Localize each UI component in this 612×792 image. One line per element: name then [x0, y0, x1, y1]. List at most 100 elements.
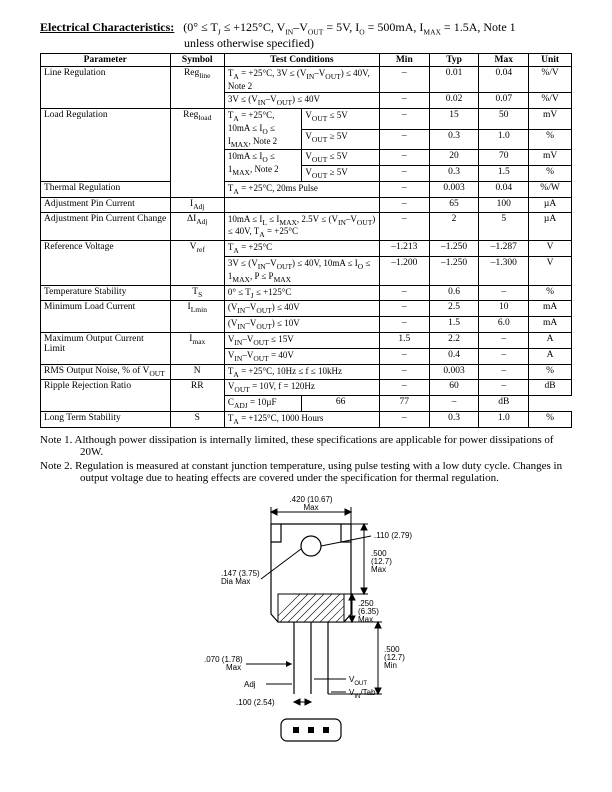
- cell-unit: mA: [529, 317, 572, 333]
- cell-max: –: [479, 333, 529, 349]
- cell-min: –: [379, 212, 429, 241]
- col-symbol: Symbol: [170, 54, 224, 67]
- cell-cond: 10mA ≤ IO ≤ 1MAX, Note 2: [224, 150, 302, 182]
- table-row: Load RegulationRegloadTA = +25°C, 10mA ≤…: [41, 108, 572, 129]
- cell-max: –1.300: [479, 257, 529, 286]
- cell-param: Long Term Stability: [41, 412, 171, 428]
- cell-unit: A: [529, 348, 572, 364]
- table-row: Long Term StabilitySTA = +125°C, 1000 Ho…: [41, 412, 572, 428]
- cell-max: –: [429, 396, 479, 412]
- cell-symbol: Regload: [170, 108, 224, 197]
- cell-typ: 2: [429, 212, 479, 241]
- cell-max: –1.287: [479, 241, 529, 257]
- cell-typ: 65: [429, 197, 479, 212]
- cell-symbol: IAdj: [170, 197, 224, 212]
- cell-unit: µA: [529, 212, 572, 241]
- cell-typ: 0.003: [429, 181, 479, 197]
- cell-cond: (VIN–VOUT) ≤ 40V: [224, 301, 379, 317]
- svg-text:Min: Min: [384, 661, 397, 670]
- cell-unit: mV: [529, 108, 572, 129]
- cell-max: 0.04: [479, 67, 529, 93]
- table-header-row: Parameter Symbol Test Conditions Min Typ…: [41, 54, 572, 67]
- cell-typ: 0.6: [429, 285, 479, 301]
- svg-text:Max: Max: [358, 615, 373, 624]
- cell-min: –: [379, 181, 429, 197]
- cell-max: –: [479, 364, 529, 380]
- cell-cond: VIN–VOUT ≤ 15V: [224, 333, 379, 349]
- table-row: Reference VoltageVrefTA = +25°C–1.213–1.…: [41, 241, 572, 257]
- table-row: Ripple Rejection RatioRRVOUT = 10V, f = …: [41, 380, 572, 396]
- cell-typ: 2.2: [429, 333, 479, 349]
- dim-hole: .110 (2.79): [374, 531, 412, 540]
- cell-min: –: [379, 67, 429, 93]
- cell-max: 1.0: [479, 129, 529, 150]
- cell-typ: 77: [379, 396, 429, 412]
- cell-symbol: TS: [170, 285, 224, 301]
- cell-max: 100: [479, 197, 529, 212]
- cell-typ: 60: [429, 380, 479, 396]
- cell-min: –: [379, 93, 429, 109]
- cell-unit: A: [529, 333, 572, 349]
- cell-min: –: [379, 108, 429, 129]
- cell-max: 5: [479, 212, 529, 241]
- cell-typ: 0.3: [429, 129, 479, 150]
- cell-min: 1.5: [379, 333, 429, 349]
- pin-adj: Adj: [244, 680, 256, 689]
- cell-cond: 3V ≤ (VIN–VOUT) ≤ 40V: [224, 93, 379, 109]
- cell-min: –: [379, 285, 429, 301]
- cell-min: –1.213: [379, 241, 429, 257]
- cell-unit: mA: [529, 301, 572, 317]
- cell-min: –: [379, 380, 429, 396]
- cell-unit: dB: [479, 396, 529, 412]
- cell-unit: %/V: [529, 67, 572, 93]
- cell-param: Line Regulation: [41, 67, 171, 109]
- pin-vin: VIN/Tab: [349, 688, 376, 700]
- cell-unit: %: [529, 364, 572, 380]
- cell-param: Temperature Stability: [41, 285, 171, 301]
- cell-max: 70: [479, 150, 529, 166]
- cell-unit: %: [529, 412, 572, 428]
- cell-subcond: VOUT ≥ 5V: [302, 129, 380, 150]
- cell-max: 1.5: [479, 166, 529, 182]
- cell-max: 0.07: [479, 93, 529, 109]
- col-unit: Unit: [529, 54, 572, 67]
- cell-symbol: Regline: [170, 67, 224, 109]
- cell-min: –: [379, 166, 429, 182]
- cell-typ: 0.4: [429, 348, 479, 364]
- cell-unit: %: [529, 285, 572, 301]
- notes: Note 1. Although power dissipation is in…: [40, 434, 572, 484]
- cell-subcond: VOUT ≥ 5V: [302, 166, 380, 182]
- cell-unit: V: [529, 257, 572, 286]
- cell-subcond: CADJ = 10µF: [224, 396, 302, 412]
- cell-max: –: [479, 348, 529, 364]
- cell-min: –: [379, 129, 429, 150]
- cell-min: –: [379, 317, 429, 333]
- svg-text:Max: Max: [303, 503, 318, 512]
- note-1: Note 1. Although power dissipation is in…: [80, 434, 572, 458]
- cell-unit: dB: [529, 380, 572, 396]
- cell-cond: TA = +25°C, 10Hz ≤ f ≤ 10kHz: [224, 364, 379, 380]
- cell-typ: 0.3: [429, 166, 479, 182]
- header-label: Electrical Characteristics:: [40, 20, 174, 34]
- cell-unit: mV: [529, 150, 572, 166]
- cell-min: –: [379, 364, 429, 380]
- cell-cond: 3V ≤ (VIN–VOUT) ≤ 40V, 10mA ≤ IO ≤ 1MAX,…: [224, 257, 379, 286]
- cell-typ: –1.250: [429, 241, 479, 257]
- cell-min: –: [379, 150, 429, 166]
- cell-max: 50: [479, 108, 529, 129]
- cell-min: –: [379, 348, 429, 364]
- svg-text:Max: Max: [226, 663, 241, 672]
- cell-unit: %/W: [529, 181, 572, 197]
- cell-typ: –1.250: [429, 257, 479, 286]
- header: Electrical Characteristics: (0° ≤ TJ ≤ +…: [40, 20, 572, 51]
- table-row: RMS Output Noise, % of VOUTNTA = +25°C, …: [41, 364, 572, 380]
- cell-max: 1.0: [479, 412, 529, 428]
- cell-typ: 0.02: [429, 93, 479, 109]
- table-row: Adjustment Pin Current ChangeΔIAdj10mA ≤…: [41, 212, 572, 241]
- cell-min: 66: [302, 396, 380, 412]
- cell-max: –: [479, 285, 529, 301]
- cell-symbol: Vref: [170, 241, 224, 285]
- cell-subcond: VOUT ≤ 5V: [302, 150, 380, 166]
- col-parameter: Parameter: [41, 54, 171, 67]
- cell-cond: [224, 197, 379, 212]
